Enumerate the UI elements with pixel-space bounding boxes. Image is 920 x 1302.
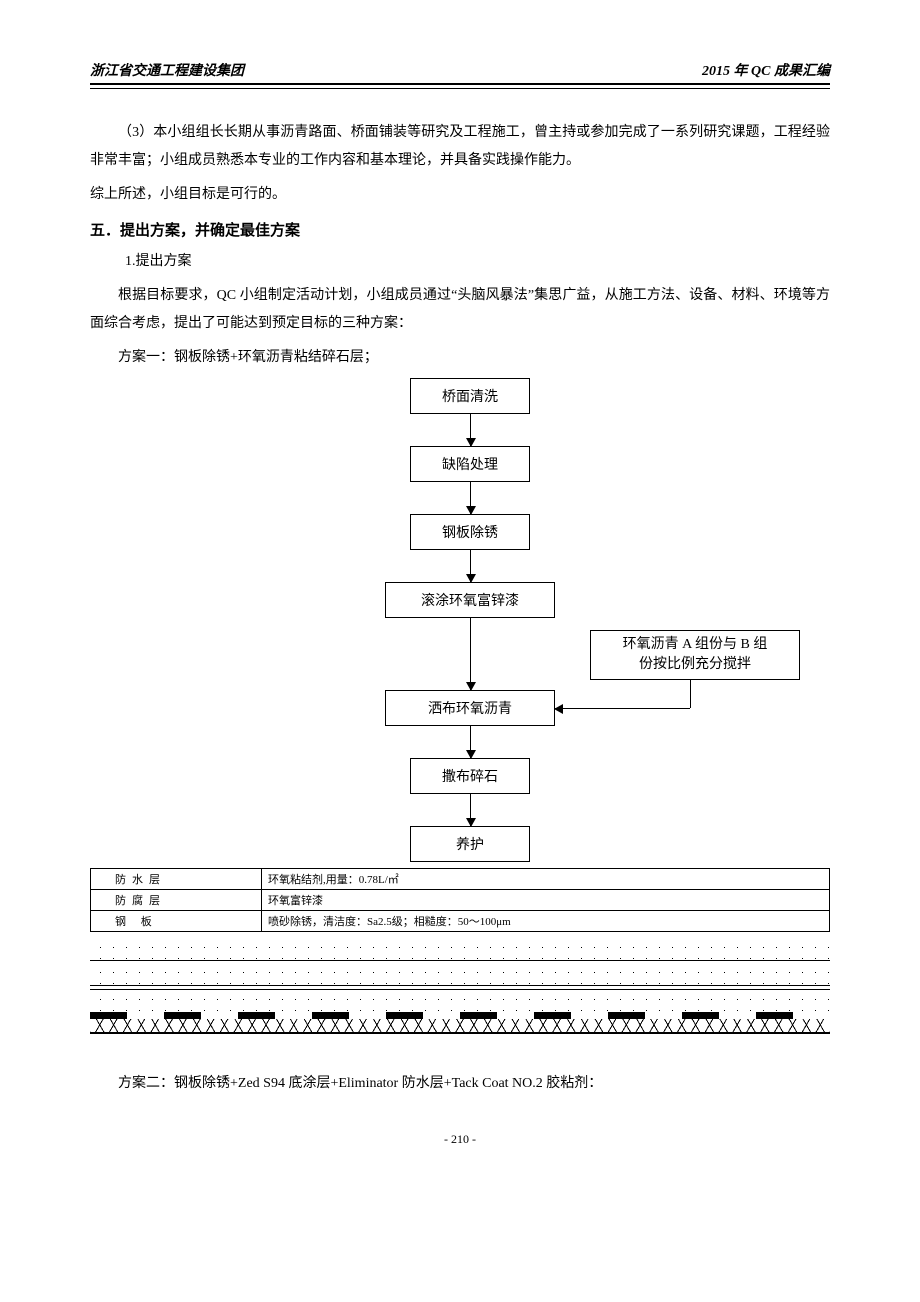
node-7: 养护 <box>410 826 530 862</box>
arrow-4 <box>470 618 471 690</box>
sub-1: 1.提出方案 <box>90 248 830 276</box>
arrow-6 <box>470 794 471 826</box>
paragraph-3: （3）本小组组长长期从事沥青路面、桥面铺装等研究及工程施工，曾主持或参加完成了一… <box>90 119 830 175</box>
layer-label-1: 防水层 <box>91 869 262 890</box>
elbow-h <box>555 708 690 709</box>
node-5: 洒布环氧沥青 <box>385 690 555 726</box>
layer-table: 防水层 环氧粘结剂,用量：0.78L/㎡ 防腐层 环氧富锌漆 钢 板 喷砂除锈，… <box>90 868 830 932</box>
flowchart-scheme1: 桥面清洗 缺陷处理 钢板除锈 滚涂环氧富锌漆 环氧沥青 A 组份与 B 组 份按… <box>90 378 830 938</box>
node-4: 滚涂环氧富锌漆 <box>385 582 555 618</box>
node-3: 钢板除锈 <box>410 514 530 550</box>
layer-row-2: 防腐层 环氧富锌漆 <box>91 890 830 911</box>
layer-label-2: 防腐层 <box>91 890 262 911</box>
cross-section-diagram <box>90 938 830 1034</box>
scheme-2: 方案二：钢板除锈+Zed S94 底涂层+Eliminator 防水层+Tack… <box>90 1070 830 1098</box>
layer-row-1: 防水层 环氧粘结剂,用量：0.78L/㎡ <box>91 869 830 890</box>
header-rule <box>90 83 830 89</box>
paragraph-plan: 根据目标要求，QC 小组制定活动计划，小组成员通过“头脑风暴法”集思广益，从施工… <box>90 282 830 338</box>
layer-desc-3: 喷砂除锈，清洁度：Sa2.5级；相糙度：50～100μm <box>262 911 830 932</box>
node-1: 桥面清洗 <box>410 378 530 414</box>
paragraph-conclusion: 综上所述，小组目标是可行的。 <box>90 181 830 209</box>
arrow-1 <box>470 414 471 446</box>
side-line2: 份按比例充分搅拌 <box>639 655 751 675</box>
node-6: 撒布碎石 <box>410 758 530 794</box>
node-side: 环氧沥青 A 组份与 B 组 份按比例充分搅拌 <box>590 630 800 680</box>
elbow-v <box>690 680 691 708</box>
layer-label-3: 钢 板 <box>91 911 262 932</box>
side-line1: 环氧沥青 A 组份与 B 组 <box>623 635 768 655</box>
arrow-3 <box>470 550 471 582</box>
scheme-1: 方案一：钢板除锈+环氧沥青粘结碎石层； <box>90 344 830 372</box>
layer-desc-2: 环氧富锌漆 <box>262 890 830 911</box>
page-number: - 210 - <box>90 1132 830 1147</box>
header-left: 浙江省交通工程建设集团 <box>90 60 244 80</box>
layer-row-3: 钢 板 喷砂除锈，清洁度：Sa2.5级；相糙度：50～100μm <box>91 911 830 932</box>
header-right: 2015 年 QC 成果汇编 <box>702 60 830 80</box>
arrow-5 <box>470 726 471 758</box>
section-5-title: 五．提出方案，并确定最佳方案 <box>90 219 830 240</box>
arrow-2 <box>470 482 471 514</box>
node-2: 缺陷处理 <box>410 446 530 482</box>
layer-desc-1: 环氧粘结剂,用量：0.78L/㎡ <box>262 869 830 890</box>
